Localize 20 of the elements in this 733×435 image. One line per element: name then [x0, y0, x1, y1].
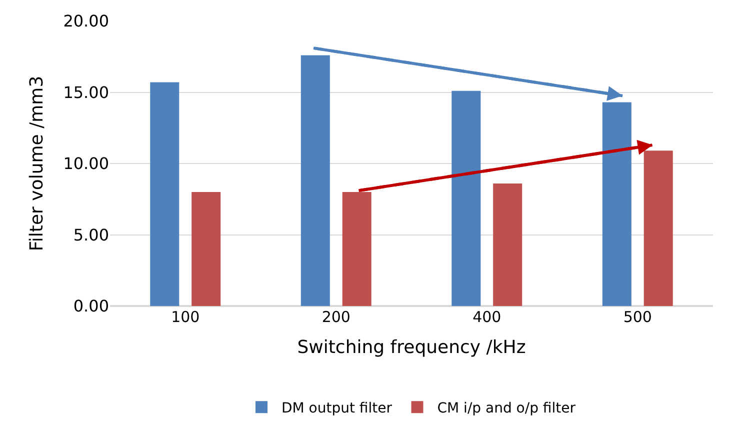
- y-axis-title: Filter volume /mm3: [26, 76, 48, 252]
- y-tick-label: 5.00: [73, 225, 109, 244]
- legend-label: DM output filter: [282, 400, 392, 417]
- x-tick-label: 500: [623, 308, 652, 326]
- y-tick-label: 15.00: [63, 82, 109, 102]
- y-tick-label: 20.00: [63, 12, 109, 31]
- bar: [150, 82, 180, 306]
- y-tick-label: 0.00: [73, 296, 109, 316]
- x-tick-label: 400: [472, 308, 502, 326]
- bar: [452, 90, 481, 306]
- bar: [644, 150, 673, 306]
- x-tick-label: 100: [171, 308, 200, 326]
- bar: [192, 192, 221, 306]
- x-tick-label: 200: [322, 308, 350, 326]
- bar: [342, 192, 372, 306]
- y-tick-label: 10.00: [63, 154, 109, 174]
- bar: [493, 183, 522, 306]
- x-axis-title: Switching frequency /kHz: [297, 337, 526, 358]
- bar: [300, 55, 330, 306]
- legend-label: CM i/p and o/p filter: [437, 400, 576, 417]
